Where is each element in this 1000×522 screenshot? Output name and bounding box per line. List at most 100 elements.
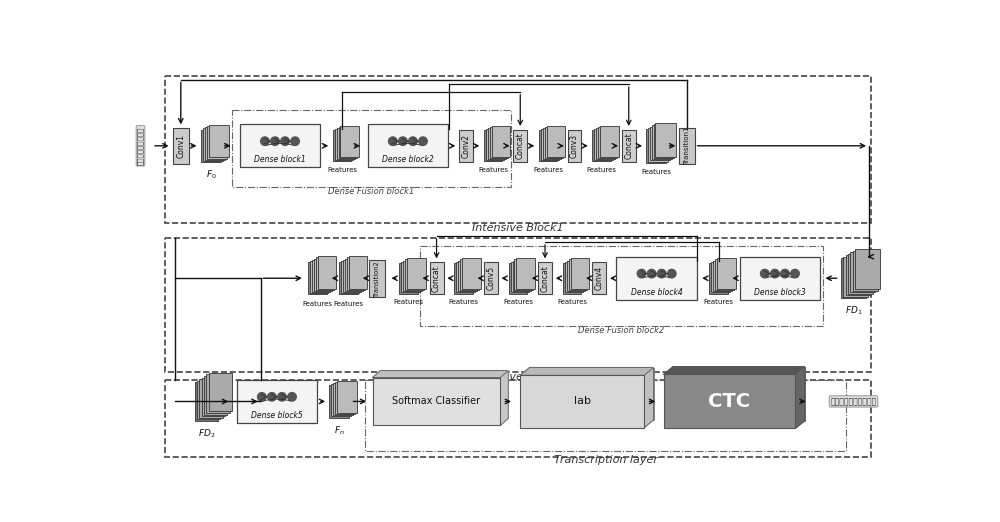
Circle shape [258, 393, 266, 401]
FancyBboxPatch shape [318, 256, 336, 289]
FancyBboxPatch shape [373, 377, 500, 425]
FancyBboxPatch shape [512, 260, 531, 291]
FancyBboxPatch shape [349, 256, 367, 289]
Text: Conv4: Conv4 [595, 266, 604, 290]
Polygon shape [373, 371, 508, 377]
FancyBboxPatch shape [314, 258, 332, 291]
Circle shape [781, 269, 789, 278]
Text: Intensive Block2: Intensive Block2 [472, 372, 564, 382]
Text: Features: Features [557, 299, 587, 305]
Text: Features: Features [533, 167, 563, 173]
Text: Features: Features [587, 167, 617, 173]
FancyBboxPatch shape [347, 257, 365, 290]
Text: Dense Fusion block1: Dense Fusion block1 [328, 187, 415, 196]
FancyBboxPatch shape [460, 259, 479, 290]
FancyBboxPatch shape [484, 262, 498, 294]
Text: Dense block4: Dense block4 [631, 288, 683, 296]
FancyBboxPatch shape [648, 128, 668, 162]
FancyBboxPatch shape [329, 385, 349, 418]
Text: 那么英语也是一样了，: 那么英语也是一样了， [830, 397, 877, 406]
FancyBboxPatch shape [339, 127, 357, 158]
Text: Conv1: Conv1 [176, 134, 185, 158]
FancyBboxPatch shape [646, 129, 666, 163]
Text: Dense block3: Dense block3 [754, 288, 806, 296]
FancyBboxPatch shape [622, 129, 636, 162]
Text: Concat: Concat [432, 265, 441, 292]
Text: Features: Features [333, 301, 363, 307]
FancyBboxPatch shape [569, 259, 587, 290]
FancyBboxPatch shape [520, 375, 644, 428]
Circle shape [281, 137, 289, 146]
FancyBboxPatch shape [206, 374, 230, 413]
Text: Conv5: Conv5 [486, 266, 495, 290]
FancyBboxPatch shape [655, 123, 676, 157]
FancyBboxPatch shape [592, 262, 606, 294]
FancyBboxPatch shape [204, 376, 227, 414]
FancyBboxPatch shape [205, 127, 225, 160]
FancyBboxPatch shape [399, 263, 418, 294]
Polygon shape [795, 367, 805, 429]
Circle shape [268, 393, 276, 401]
Text: Dense Fusion block2: Dense Fusion block2 [578, 326, 664, 335]
Text: Features: Features [394, 299, 424, 305]
Circle shape [291, 137, 299, 146]
Circle shape [271, 137, 279, 146]
FancyBboxPatch shape [568, 129, 581, 162]
Text: $FD_2$: $FD_2$ [198, 428, 215, 440]
FancyBboxPatch shape [199, 379, 223, 418]
Text: Intensive Block1: Intensive Block1 [472, 223, 564, 233]
FancyBboxPatch shape [673, 367, 805, 421]
FancyBboxPatch shape [202, 377, 225, 416]
FancyBboxPatch shape [339, 262, 358, 294]
FancyBboxPatch shape [516, 258, 535, 289]
FancyBboxPatch shape [369, 260, 385, 296]
FancyBboxPatch shape [709, 263, 728, 294]
FancyBboxPatch shape [454, 263, 473, 294]
FancyBboxPatch shape [654, 124, 674, 158]
FancyBboxPatch shape [596, 128, 615, 159]
Text: Conv2: Conv2 [462, 134, 471, 158]
FancyBboxPatch shape [308, 262, 326, 294]
Text: $FD_1$: $FD_1$ [845, 304, 862, 317]
FancyBboxPatch shape [484, 130, 502, 161]
FancyBboxPatch shape [335, 382, 355, 414]
Text: Softmax Classifier: Softmax Classifier [392, 396, 481, 407]
FancyBboxPatch shape [543, 128, 561, 159]
FancyBboxPatch shape [197, 381, 220, 419]
FancyBboxPatch shape [368, 124, 448, 168]
Polygon shape [664, 367, 805, 374]
Text: Concat: Concat [541, 265, 550, 292]
Circle shape [399, 137, 407, 146]
FancyBboxPatch shape [488, 128, 506, 159]
Circle shape [657, 269, 666, 278]
Text: Dense block5: Dense block5 [251, 411, 303, 420]
FancyBboxPatch shape [509, 263, 527, 294]
FancyBboxPatch shape [530, 367, 654, 420]
Text: Features: Features [302, 301, 332, 307]
FancyBboxPatch shape [740, 257, 820, 300]
FancyBboxPatch shape [486, 129, 504, 160]
Text: Dense block1: Dense block1 [254, 155, 306, 164]
FancyBboxPatch shape [462, 258, 481, 289]
FancyBboxPatch shape [456, 262, 475, 292]
FancyBboxPatch shape [343, 260, 361, 292]
Polygon shape [520, 367, 654, 375]
Circle shape [637, 269, 646, 278]
FancyBboxPatch shape [850, 252, 875, 292]
FancyBboxPatch shape [616, 257, 697, 300]
Text: lab: lab [574, 396, 591, 407]
Text: Features: Features [641, 169, 671, 175]
FancyBboxPatch shape [407, 258, 426, 289]
FancyBboxPatch shape [333, 383, 353, 416]
FancyBboxPatch shape [713, 260, 732, 291]
FancyBboxPatch shape [600, 126, 619, 157]
FancyBboxPatch shape [203, 128, 223, 161]
FancyBboxPatch shape [340, 126, 359, 157]
Text: Transcription layer: Transcription layer [554, 455, 658, 465]
FancyBboxPatch shape [538, 262, 552, 294]
FancyBboxPatch shape [316, 257, 334, 290]
Circle shape [419, 137, 427, 146]
FancyBboxPatch shape [401, 262, 420, 292]
FancyBboxPatch shape [209, 125, 229, 157]
FancyBboxPatch shape [715, 259, 734, 290]
